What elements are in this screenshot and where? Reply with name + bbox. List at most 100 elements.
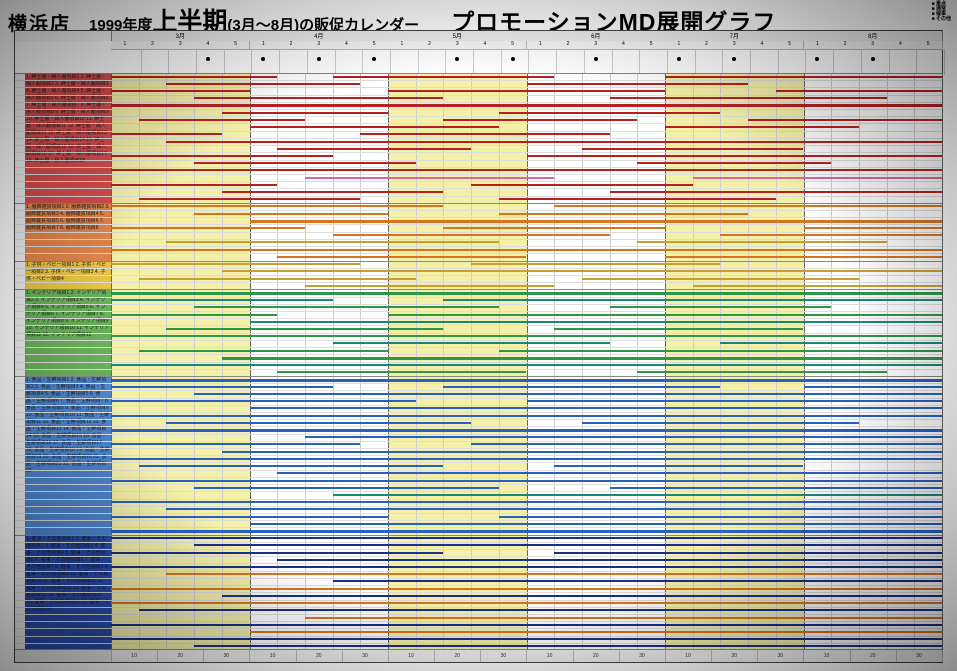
week-sublabel	[388, 49, 419, 75]
grid-hline	[15, 556, 942, 557]
week-sublabel	[499, 49, 530, 75]
grid-hline	[15, 333, 942, 334]
gantt-bar	[111, 415, 942, 417]
month-header: 7月	[665, 31, 805, 41]
week-sublabel	[333, 49, 364, 75]
gantt-bar	[111, 480, 942, 482]
month-header: 5月	[388, 31, 528, 41]
week-sublabel	[554, 49, 585, 75]
gantt-bar	[111, 292, 942, 295]
gantt-bar	[111, 516, 388, 518]
gantt-bar	[222, 595, 942, 597]
gantt-bar	[333, 494, 942, 496]
grid-hline	[15, 116, 942, 117]
gantt-bar	[250, 523, 943, 525]
gantt-bar	[471, 184, 693, 186]
month-header: 6月	[527, 31, 667, 41]
grid-hline	[15, 152, 942, 153]
event-dot-icon	[317, 57, 321, 61]
footer-tick: 30	[757, 650, 804, 662]
gantt-bar	[720, 342, 942, 344]
gantt-bar	[111, 76, 277, 78]
header-corner	[15, 31, 112, 41]
grid-hline	[15, 636, 942, 637]
grid-hline	[15, 549, 942, 550]
gantt-bar	[665, 126, 859, 128]
gantt-bar	[610, 97, 887, 99]
gantt-bar	[111, 624, 942, 626]
grid-hline	[15, 131, 942, 132]
footer-tick: 10	[250, 650, 297, 662]
grid-vline	[942, 73, 943, 650]
gantt-bar	[527, 83, 749, 85]
grid-hline	[15, 369, 942, 370]
footer-tick: 10	[804, 650, 851, 662]
gantt-bar	[277, 559, 942, 561]
gantt-bar	[111, 263, 360, 265]
week-sublabel	[831, 49, 862, 75]
gantt-bar	[166, 422, 471, 424]
gantt-bar	[443, 299, 942, 301]
gantt-bar	[250, 631, 943, 633]
grid-hline	[15, 196, 942, 197]
grid-hline	[15, 232, 942, 233]
grid-hline	[15, 628, 942, 629]
gantt-bar	[111, 133, 222, 135]
grid-hline	[15, 491, 942, 492]
grid-hline-cat	[15, 535, 942, 536]
footer-tick: 30	[480, 650, 527, 662]
gantt-bar	[637, 371, 886, 373]
footer-tick: 10	[527, 650, 574, 662]
grid-hline	[15, 600, 942, 601]
gantt-bar	[222, 451, 942, 453]
footer-tick: 30	[203, 650, 250, 662]
grid-hline	[15, 297, 942, 298]
grid-hline	[15, 398, 942, 399]
gantt-bar	[388, 314, 942, 316]
gantt-bar	[111, 458, 942, 460]
gantt-bar	[111, 184, 277, 186]
gantt-bar	[111, 90, 250, 92]
grid-hline	[15, 527, 942, 528]
gantt-bar	[194, 645, 942, 647]
grid-hline	[15, 571, 942, 572]
gantt-bar	[111, 588, 942, 590]
footer-tick: 20	[434, 650, 481, 662]
grid-hline-cat	[15, 261, 942, 262]
gantt-bar	[250, 220, 943, 223]
gantt-bar	[610, 487, 942, 489]
grid-hline	[15, 419, 942, 420]
footer-corner	[15, 650, 112, 662]
gantt-bar	[776, 90, 942, 92]
gantt-bar	[111, 364, 942, 366]
grid-hline	[15, 585, 942, 586]
gantt-bar	[111, 530, 942, 533]
week-sublabel	[665, 49, 696, 75]
gantt-bar	[166, 508, 942, 510]
week-sublabel	[693, 49, 724, 75]
gantt-bar	[277, 371, 526, 373]
grid-hline	[15, 434, 942, 435]
event-dot-icon	[206, 57, 210, 61]
timeline-header: 3月4月5月6月7月8月1234512345123451234512345123…	[15, 31, 942, 74]
gantt-bar	[333, 234, 610, 236]
week-sublabel	[914, 49, 945, 75]
footer-tick: 20	[573, 650, 620, 662]
week-sublabel	[250, 49, 281, 75]
gantt-bar	[194, 544, 942, 546]
grid-hline	[15, 224, 942, 225]
grid-hline	[15, 614, 942, 615]
gantt-bar	[139, 350, 388, 352]
grid-hline	[15, 462, 942, 463]
month-header: 4月	[250, 31, 390, 41]
footer-tick: 30	[619, 650, 666, 662]
week-sublabel	[277, 49, 308, 75]
event-dot-icon	[677, 57, 681, 61]
gantt-bar	[111, 249, 942, 251]
gantt-bar	[499, 198, 776, 200]
gantt-bar	[388, 90, 665, 92]
grid-hline	[15, 145, 942, 146]
gantt-bar	[693, 177, 942, 179]
gantt-bar	[250, 126, 499, 128]
grid-hline	[15, 246, 942, 247]
